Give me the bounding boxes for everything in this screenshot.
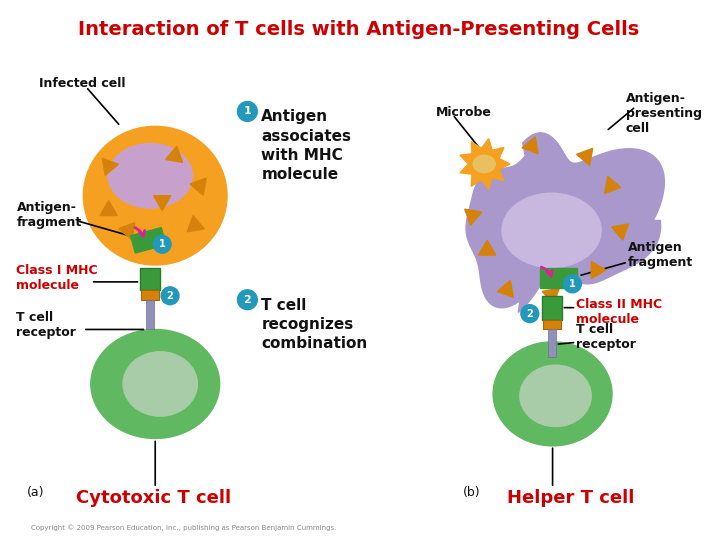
Text: Copyright © 2009 Pearson Education, Inc., publishing as Pearson Benjamin Cumming: Copyright © 2009 Pearson Education, Inc.… bbox=[32, 524, 337, 531]
Polygon shape bbox=[522, 137, 538, 154]
Polygon shape bbox=[482, 157, 497, 174]
Circle shape bbox=[564, 275, 581, 293]
Circle shape bbox=[521, 305, 539, 322]
FancyBboxPatch shape bbox=[140, 268, 160, 290]
Ellipse shape bbox=[108, 144, 192, 208]
Polygon shape bbox=[542, 288, 559, 305]
Text: Infected cell: Infected cell bbox=[40, 77, 126, 90]
Text: 2: 2 bbox=[243, 295, 251, 305]
Polygon shape bbox=[190, 178, 206, 195]
Polygon shape bbox=[460, 139, 510, 190]
Ellipse shape bbox=[520, 365, 591, 427]
Text: Antigen
associates
with MHC
molecule: Antigen associates with MHC molecule bbox=[261, 110, 351, 182]
Ellipse shape bbox=[502, 193, 601, 267]
Text: (b): (b) bbox=[462, 487, 480, 500]
Polygon shape bbox=[540, 268, 577, 288]
FancyBboxPatch shape bbox=[541, 296, 562, 320]
Text: Microbe: Microbe bbox=[436, 106, 492, 119]
Circle shape bbox=[238, 102, 257, 122]
Text: Antigen-
presenting
cell: Antigen- presenting cell bbox=[626, 92, 702, 134]
Polygon shape bbox=[166, 146, 183, 163]
Ellipse shape bbox=[493, 342, 612, 446]
Polygon shape bbox=[153, 195, 171, 211]
Text: 1: 1 bbox=[159, 239, 166, 249]
Text: 1: 1 bbox=[569, 279, 576, 289]
Text: Interaction of T cells with Antigen-Presenting Cells: Interaction of T cells with Antigen-Pres… bbox=[78, 21, 639, 39]
Circle shape bbox=[238, 290, 257, 309]
Polygon shape bbox=[605, 177, 621, 193]
Text: Class II MHC
molecule: Class II MHC molecule bbox=[577, 298, 662, 326]
Text: (a): (a) bbox=[27, 487, 44, 500]
Text: Antigen-
fragment: Antigen- fragment bbox=[17, 201, 82, 229]
Polygon shape bbox=[130, 227, 166, 253]
Ellipse shape bbox=[123, 352, 197, 416]
Polygon shape bbox=[612, 224, 629, 240]
Text: 1: 1 bbox=[243, 106, 251, 117]
Polygon shape bbox=[187, 215, 204, 232]
Ellipse shape bbox=[84, 126, 227, 265]
Text: Cytotoxic T cell: Cytotoxic T cell bbox=[76, 489, 231, 507]
Text: 2: 2 bbox=[526, 308, 534, 319]
Circle shape bbox=[153, 235, 171, 253]
Ellipse shape bbox=[473, 155, 495, 173]
Text: T cell
receptor: T cell receptor bbox=[577, 323, 636, 352]
Ellipse shape bbox=[91, 329, 220, 438]
Polygon shape bbox=[591, 261, 606, 279]
Polygon shape bbox=[479, 240, 496, 255]
Polygon shape bbox=[102, 158, 118, 176]
Text: Antigen
fragment: Antigen fragment bbox=[628, 241, 693, 269]
FancyBboxPatch shape bbox=[548, 329, 556, 357]
Text: T cell
recognizes
combination: T cell recognizes combination bbox=[261, 298, 367, 351]
Text: Class I MHC
molecule: Class I MHC molecule bbox=[17, 264, 98, 292]
Text: Helper T cell: Helper T cell bbox=[507, 489, 634, 507]
Text: T cell
receptor: T cell receptor bbox=[17, 310, 76, 339]
Circle shape bbox=[161, 287, 179, 305]
Polygon shape bbox=[119, 223, 135, 240]
FancyBboxPatch shape bbox=[543, 320, 560, 329]
Polygon shape bbox=[466, 133, 665, 313]
Polygon shape bbox=[464, 209, 482, 225]
FancyBboxPatch shape bbox=[146, 300, 154, 329]
Text: 2: 2 bbox=[167, 291, 174, 301]
Polygon shape bbox=[577, 148, 593, 165]
Polygon shape bbox=[100, 201, 117, 215]
Polygon shape bbox=[498, 280, 513, 298]
FancyBboxPatch shape bbox=[141, 290, 159, 300]
